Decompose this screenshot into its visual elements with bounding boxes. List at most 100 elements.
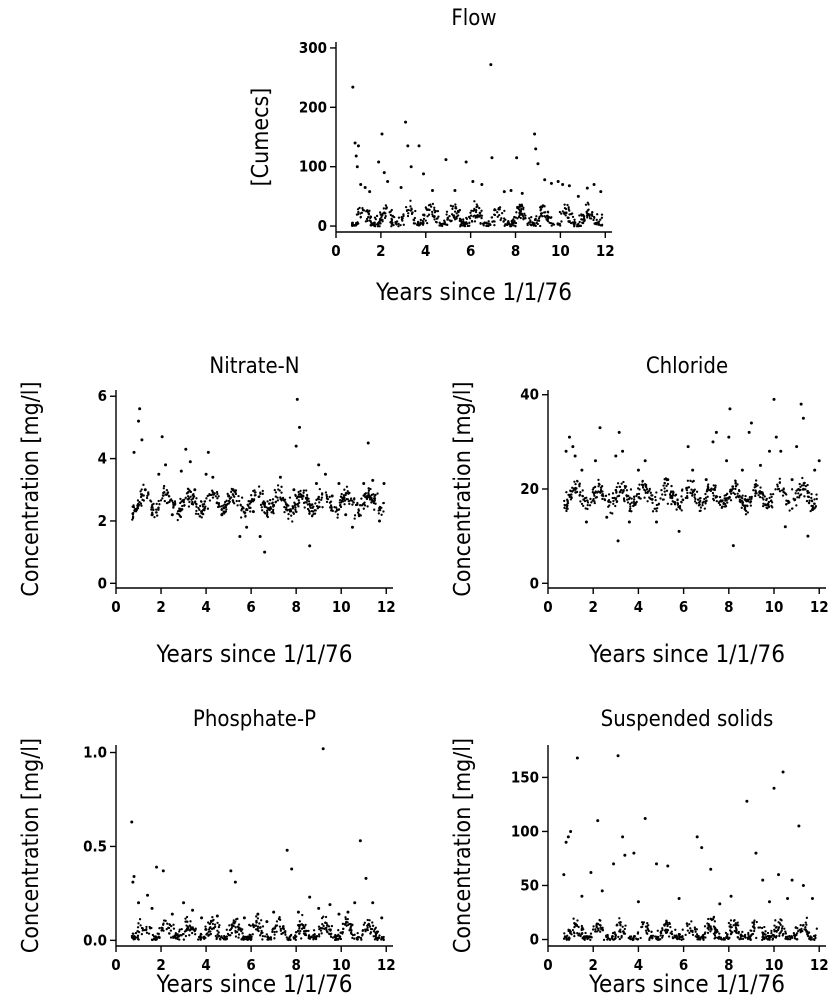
data-point [298,920,301,923]
data-point [669,496,672,499]
data-point [233,922,236,925]
data-point [172,927,176,930]
data-point [746,937,750,941]
data-point [813,498,816,501]
data-point [611,935,614,938]
data-point [369,495,372,498]
data-point [808,499,811,502]
data-point [783,525,787,529]
data-point [152,508,155,512]
data-point [186,920,189,923]
data-point [569,498,573,501]
data-point [732,491,735,494]
data-point [158,936,161,940]
data-point [789,938,792,941]
data-point [527,221,530,224]
data-point [195,509,198,513]
data-point [463,224,466,227]
data-point [573,218,576,221]
data-point [306,499,309,502]
data-point [587,208,590,211]
data-point [172,503,175,507]
data-point [158,927,161,930]
data-point [228,928,232,932]
data-point [339,495,343,498]
data-point [356,932,359,935]
data-point [230,490,233,493]
data-point [469,211,472,214]
data-point [689,479,692,482]
data-point [690,920,693,923]
data-point [772,397,776,401]
data-point [197,938,200,941]
data-point [179,469,183,473]
data-point [699,506,703,509]
data-point [490,216,494,219]
data-point [366,926,369,929]
data-point [719,499,723,502]
data-point [363,504,367,507]
data-point [636,938,640,941]
data-point [431,213,434,216]
data-point [815,493,818,496]
data-point [382,211,386,215]
data-point [524,214,527,217]
data-point [810,493,813,496]
data-point [519,216,522,220]
data-point [751,933,754,936]
data-point [215,490,219,494]
data-point [694,497,697,501]
data-point [348,922,351,926]
data-point [293,501,296,504]
data-point [321,747,325,751]
data-point [460,222,463,225]
data-point [763,495,766,498]
data-point [351,224,354,227]
data-point [135,508,139,512]
data-point [409,205,412,208]
data-point [797,929,800,933]
data-point [366,505,369,508]
data-point [377,519,381,523]
data-point [649,491,652,494]
data-point [235,499,238,503]
data-point [674,928,677,931]
data-point [608,938,612,941]
data-point [162,491,165,495]
data-point [209,932,213,936]
data-point [138,500,141,504]
data-point [766,938,770,941]
data-point [781,494,785,497]
x-axis-label: Years since 1/1/76 [588,640,785,668]
data-point [182,938,185,941]
data-point [706,489,709,493]
data-point [630,510,633,513]
data-point [253,494,257,497]
data-point [372,497,376,500]
data-point [424,219,427,222]
data-point [317,495,320,499]
data-point [568,495,571,499]
data-point [285,936,288,939]
y-tick-label: 20 [520,480,539,498]
data-point [749,938,752,942]
data-point [244,511,247,514]
data-point [363,185,367,189]
data-point [600,223,604,226]
data-point [241,928,244,931]
data-point [397,225,400,228]
data-point [534,224,537,228]
data-point [533,132,537,136]
data-point [237,936,240,939]
data-point [376,492,379,495]
data-point [595,218,598,221]
data-point [600,484,604,488]
chart-title: Flow [451,6,496,31]
data-point [576,932,579,935]
data-point [693,928,697,931]
data-point [390,220,393,223]
data-point [366,216,370,219]
data-point [585,214,589,217]
data-point [185,915,189,919]
